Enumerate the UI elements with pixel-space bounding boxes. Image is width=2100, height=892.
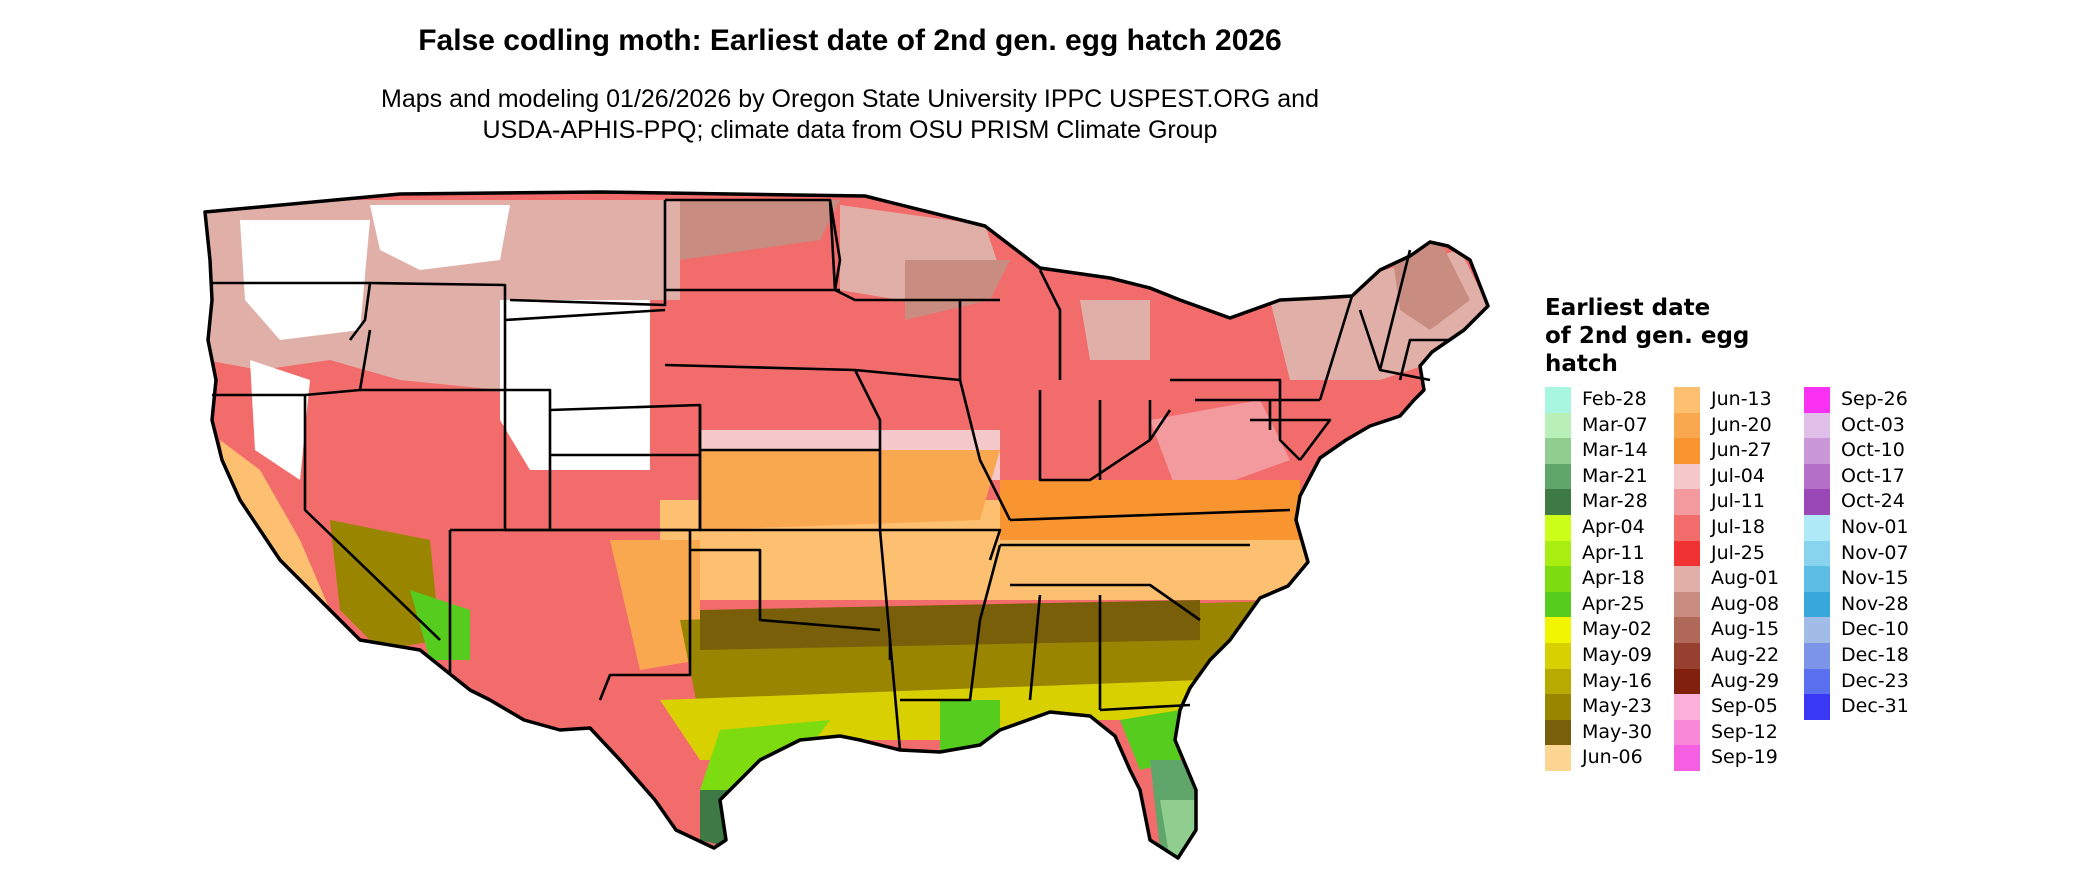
legend-swatch [1545,412,1571,439]
legend-swatch [1545,463,1571,490]
legend-label: Jun-20 [1711,413,1772,436]
legend-swatch [1545,617,1571,643]
legend-label: Jun-27 [1711,439,1772,462]
legend-swatch [1545,668,1571,695]
legend-label: Mar-28 [1582,490,1648,513]
legend-label: Aug-22 [1711,643,1780,666]
legend-label: Dec-23 [1841,669,1909,692]
legend-swatch [1674,463,1700,490]
legend-label: Aug-01 [1711,567,1780,590]
legend-label: Oct-03 [1841,413,1905,436]
legend-swatch [1804,387,1830,413]
legend-label: Mar-07 [1582,413,1648,436]
legend-swatch [1674,438,1700,464]
legend-swatch [1674,642,1700,669]
legend-swatch [1545,694,1571,720]
us-egg-hatch-map [203,190,1490,860]
legend-label: Oct-24 [1841,490,1905,513]
legend-swatch [1674,514,1700,541]
legend-label: Jul-04 [1711,464,1765,487]
legend-title: Earliest date of 2nd gen. egg hatch [1545,294,1749,378]
legend-title-line-3: hatch [1545,351,1618,377]
legend-label: Sep-05 [1711,695,1778,718]
legend-swatch [1804,617,1830,643]
legend-label: Apr-18 [1582,567,1645,590]
legend-label: May-02 [1582,618,1652,641]
legend-label: Feb-28 [1582,388,1647,410]
legend-label: Jun-13 [1711,388,1772,410]
legend-swatch [1804,591,1830,618]
legend-label: Mar-14 [1582,439,1648,462]
legend-swatch [1804,514,1830,541]
legend-swatch [1674,412,1700,439]
legend-label: Dec-31 [1841,695,1909,718]
legend-swatch [1545,514,1571,541]
legend-label: Mar-21 [1582,464,1648,487]
legend-label: Nov-07 [1841,541,1909,564]
legend-label: Jun-06 [1582,746,1643,769]
legend-swatch [1674,745,1700,771]
legend-label: Dec-18 [1841,643,1909,666]
legend-label: May-23 [1582,695,1652,718]
subtitle-line-1: Maps and modeling 01/26/2026 by Oregon S… [381,85,1319,113]
legend-swatch [1674,387,1700,413]
legend-label: May-30 [1582,720,1652,743]
legend-swatch [1545,719,1571,746]
legend-label: Apr-11 [1582,541,1645,564]
legend-swatch [1674,668,1700,695]
legend-label: Nov-01 [1841,515,1909,538]
legend-label: Jul-18 [1711,515,1765,538]
legend-swatch [1545,642,1571,669]
legend-swatch [1804,668,1830,695]
legend-swatch [1804,694,1830,720]
legend-label: Aug-08 [1711,592,1780,615]
legend-swatch [1545,591,1571,618]
legend-swatch [1545,438,1571,464]
legend-label: Aug-29 [1711,669,1780,692]
legend-swatch [1804,489,1830,515]
legend-swatch [1804,642,1830,669]
legend-swatch [1674,719,1700,746]
legend-swatch [1545,540,1571,567]
legend-label: Dec-10 [1841,618,1909,641]
legend-swatch [1674,694,1700,720]
map-title: False codling moth: Earliest date of 2nd… [418,24,1282,57]
legend-swatch [1674,566,1700,592]
legend-swatch [1674,617,1700,643]
legend-label: Jul-11 [1711,490,1765,513]
legend-label: Apr-04 [1582,515,1645,538]
legend-swatch [1674,591,1700,618]
legend-swatch [1545,489,1571,515]
legend-swatch [1804,540,1830,567]
subtitle-line-2: USDA-APHIS-PPQ; climate data from OSU PR… [482,116,1218,144]
legend-label: Nov-15 [1841,567,1909,590]
legend-swatch [1545,566,1571,592]
legend-title-line-2: of 2nd gen. egg [1545,323,1750,349]
legend-swatch [1674,540,1700,567]
legend-label: May-16 [1582,669,1652,692]
legend-label: Nov-28 [1841,592,1909,615]
legend-label: Oct-10 [1841,439,1905,462]
map-subtitle: Maps and modeling 01/26/2026 by Oregon S… [0,84,1700,146]
legend-label: Apr-25 [1582,592,1645,615]
legend-label: Sep-12 [1711,720,1778,743]
legend-label: Oct-17 [1841,464,1905,487]
legend-swatch [1545,387,1571,413]
legend-swatch [1804,463,1830,490]
legend-label: Sep-19 [1711,746,1778,769]
legend-swatch [1674,489,1700,515]
legend-label: May-09 [1582,643,1652,666]
legend-swatch [1804,566,1830,592]
legend-swatch [1804,438,1830,464]
legend-swatch [1545,745,1571,771]
legend-label: Aug-15 [1711,618,1780,641]
legend-label: Sep-26 [1841,388,1908,410]
legend-swatch [1804,412,1830,439]
legend-title-line-1: Earliest date [1545,295,1711,321]
legend-label: Jul-25 [1711,541,1765,564]
